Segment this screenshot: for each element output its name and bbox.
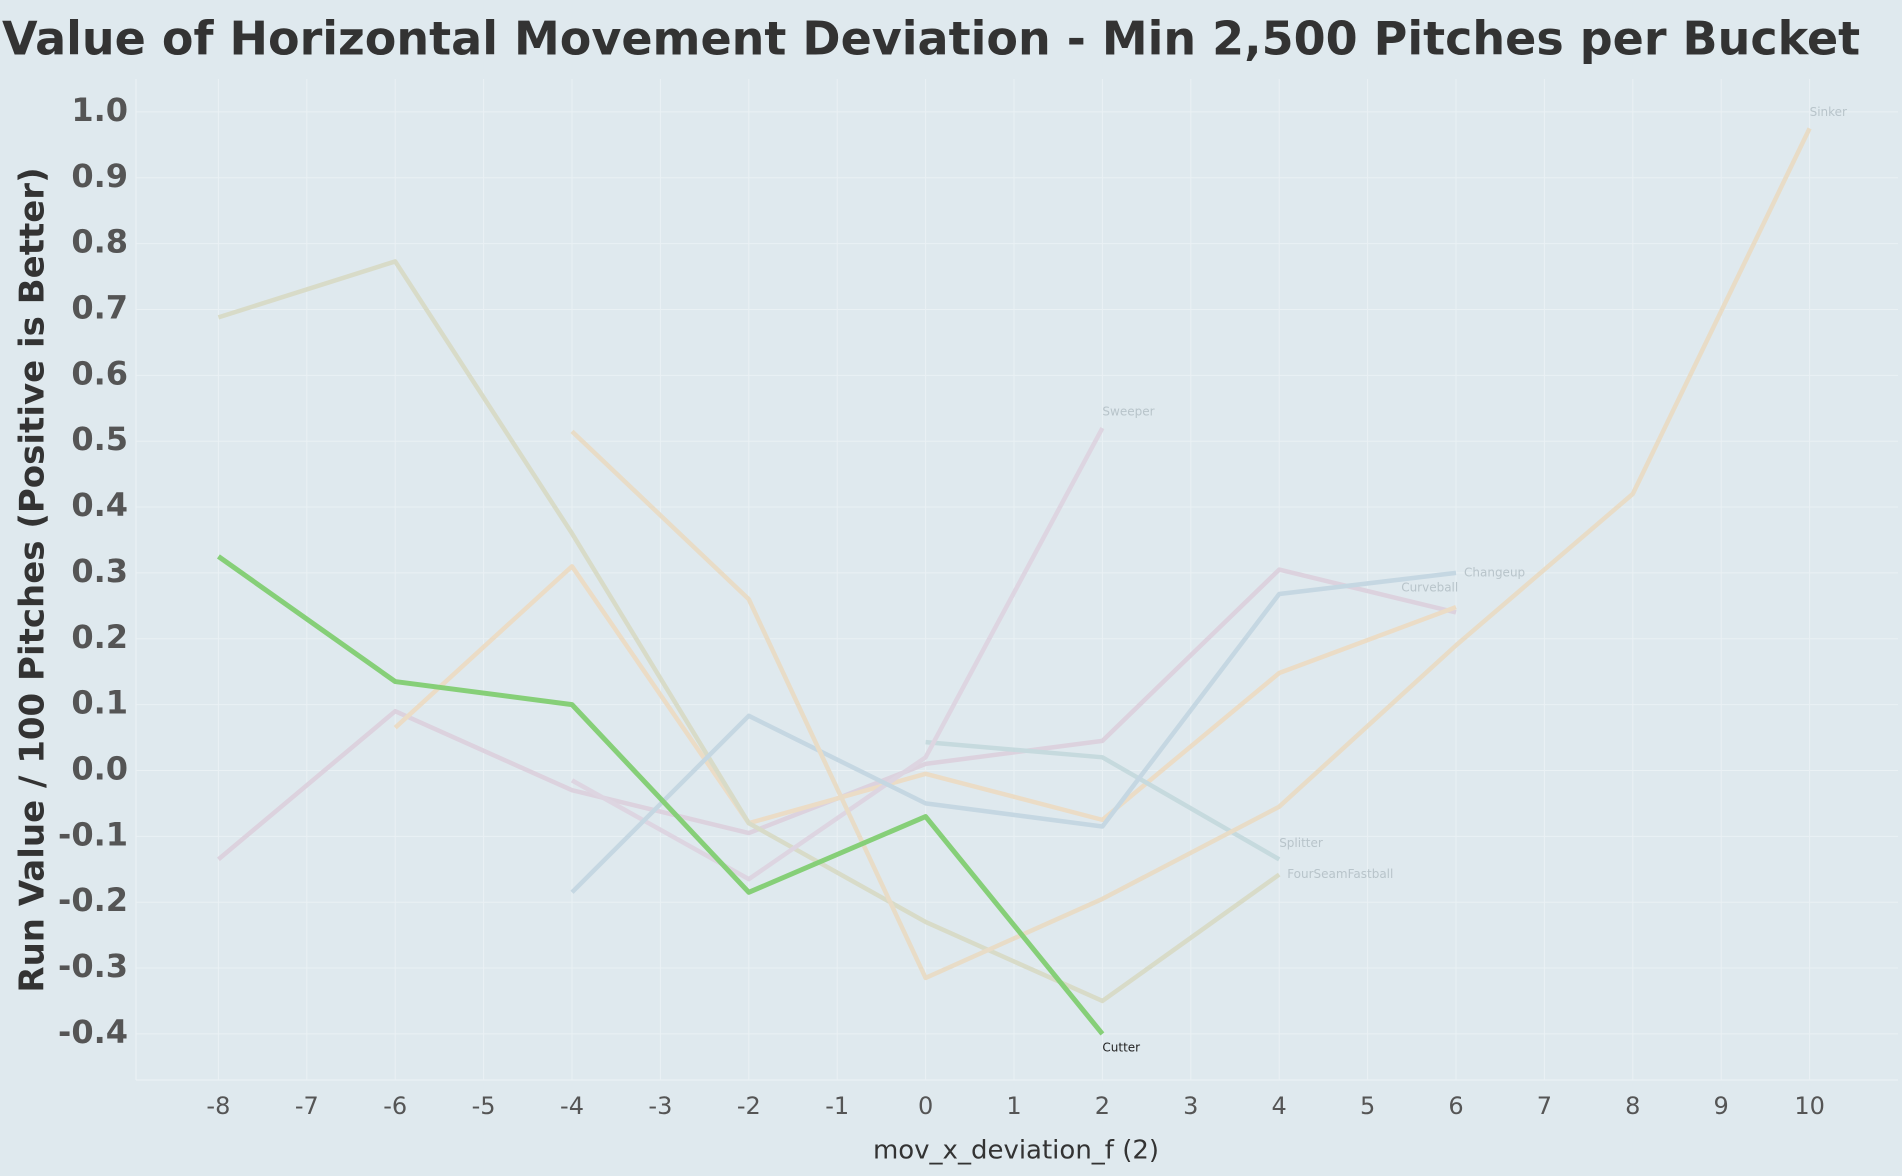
x-tick-label: -7 [295,1092,319,1120]
x-tick-label: 10 [1794,1092,1825,1120]
x-tick-label: -1 [825,1092,849,1120]
y-tick-label: 0.1 [71,684,128,722]
y-axis-title: Run Value / 100 Pitches (Positive is Bet… [13,167,53,992]
y-tick-label: 0.7 [71,288,128,326]
y-tick-label: -0.4 [58,1013,128,1051]
y-tick-label: 0.3 [71,552,128,590]
y-tick-label: 0.2 [71,618,128,656]
y-tick-label: 0.4 [71,486,128,524]
y-tick-label: -0.1 [58,815,128,853]
x-tick-label: 6 [1448,1092,1463,1120]
series-line [570,127,1812,981]
y-tick-label: 0.8 [71,223,128,261]
x-tick-label: 2 [1095,1092,1110,1120]
series-line [393,564,1457,826]
y-tick-label: 0.9 [71,157,128,195]
series-label: Sinker [1810,105,1847,119]
y-tick-label: 0.0 [71,749,128,787]
series-line [217,259,1281,1004]
y-tick-label: 0.6 [71,354,128,392]
x-tick-label: -8 [206,1092,230,1120]
series-label: Sweeper [1102,405,1154,419]
x-tick-label: 5 [1360,1092,1375,1120]
series-label: Curveball [1401,580,1458,594]
y-tick-label: -0.2 [58,881,128,919]
x-tick-label: 8 [1625,1092,1640,1120]
x-tick-label: 0 [918,1092,933,1120]
series-label: Splitter [1279,836,1323,850]
y-tick-label: 0.5 [71,420,128,458]
x-tick-label: -6 [383,1092,407,1120]
chart-title: Value of Horizontal Movement Deviation -… [2,12,1860,66]
series-line [925,739,1281,862]
x-tick-label: 4 [1272,1092,1287,1120]
series-line [216,554,1105,1036]
series-label: Changeup [1464,565,1525,579]
series-line [570,426,1105,882]
series-label: FourSeamFastball [1287,867,1393,881]
x-axis-title: mov_x_deviation_f (2) [873,1136,1159,1166]
y-tick-label: 1.0 [71,91,128,129]
x-tick-label: -3 [648,1092,672,1120]
x-tick-label: 3 [1183,1092,1198,1120]
series-label: Cutter [1102,1040,1140,1054]
x-tick-label: -5 [472,1092,496,1120]
x-tick-label: 7 [1537,1092,1552,1120]
x-tick-label: 9 [1714,1092,1729,1120]
x-tick-label: 1 [1006,1092,1021,1120]
x-tick-label: -4 [560,1092,584,1120]
series-line [570,570,1457,894]
y-tick-label: -0.3 [58,947,128,985]
x-tick-label: -2 [737,1092,761,1120]
